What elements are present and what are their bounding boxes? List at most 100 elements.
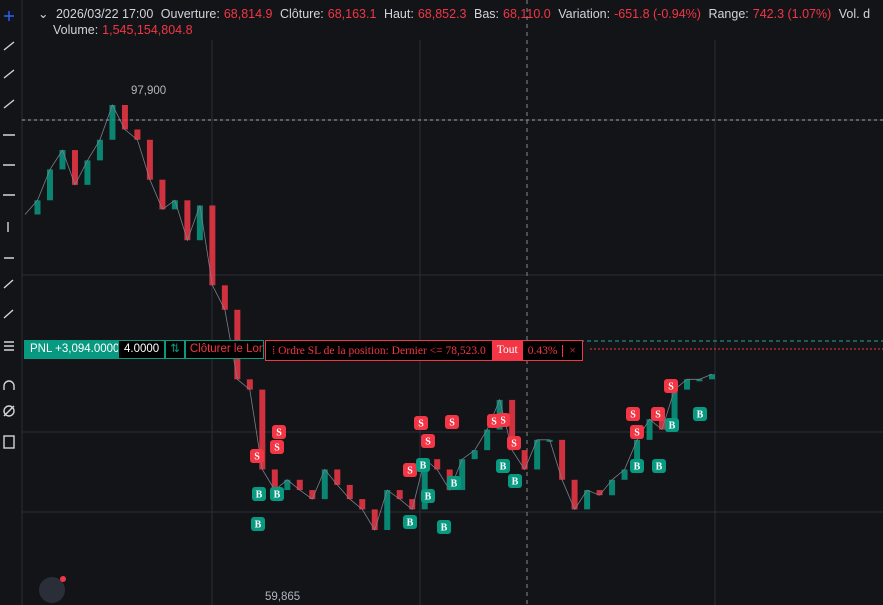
trade-marker xyxy=(630,425,644,439)
trade-marker-label: B xyxy=(697,409,704,420)
value: 68,852.3 xyxy=(417,7,467,21)
trade-marker xyxy=(414,416,428,430)
trade-marker-label: B xyxy=(255,519,262,530)
cancel[interactable]: × xyxy=(569,344,576,357)
candle xyxy=(646,419,653,440)
trade-marker xyxy=(421,489,435,503)
tool-icons[interactable] xyxy=(3,11,15,449)
pct: 0.43% xyxy=(523,344,564,357)
candle xyxy=(621,469,628,480)
trade-marker xyxy=(651,407,665,421)
trade-marker-label: B xyxy=(634,461,641,472)
trade-marker-label: S xyxy=(274,442,280,453)
candle xyxy=(659,419,666,430)
candle xyxy=(59,150,66,170)
candle xyxy=(146,139,153,180)
collapse[interactable]: ⌄ xyxy=(38,7,49,21)
ohlc-header: ⌄ 2026/03/22 17:00 Ouverture: 68,814.9 Cl… xyxy=(38,6,874,21)
trade-marker xyxy=(508,474,522,488)
value: 68,163.1 xyxy=(327,7,377,21)
trade-marker xyxy=(403,463,417,477)
trade-marker-label: B xyxy=(420,460,427,471)
candle xyxy=(46,169,53,201)
trade-marker-label: B xyxy=(425,491,432,502)
candle xyxy=(121,105,128,130)
trade-marker-label: B xyxy=(669,420,676,431)
trade-marker xyxy=(664,379,678,393)
trade-marker-label: S xyxy=(407,465,413,476)
candle xyxy=(184,200,191,241)
trade-marker xyxy=(437,520,451,534)
trade-marker xyxy=(270,440,284,454)
candle xyxy=(634,439,641,470)
trade-marker-label: B xyxy=(441,522,448,533)
trade-marker-label: S xyxy=(634,427,640,438)
close-long[interactable]: Clôturer le Long xyxy=(184,340,264,359)
position-bar: PNL +3,094.0000 4.0000 ⇅ Clôturer le Lon… xyxy=(24,340,264,359)
trade-marker-label: S xyxy=(500,415,506,426)
trade-marker-label: B xyxy=(451,478,458,489)
candle xyxy=(96,139,103,161)
candle xyxy=(671,389,678,430)
trade-marker-label: S xyxy=(425,436,431,447)
trade-marker-label: S xyxy=(276,427,282,438)
trade-marker-label: B xyxy=(274,489,281,500)
datetime: 2026/03/22 17:00 xyxy=(55,7,154,21)
trade-marker xyxy=(250,449,264,463)
pnl[interactable]: PNL +3,094.0000 xyxy=(24,340,119,359)
value: 68,110.0 xyxy=(503,7,551,21)
trade-marker xyxy=(416,458,430,472)
toolbar xyxy=(0,0,22,605)
alert-dot xyxy=(60,576,66,582)
value: 742.3 (1.07%) xyxy=(752,7,832,21)
candle xyxy=(159,179,166,210)
trade-marker xyxy=(251,517,265,531)
sl-order: ⁞ Ordre SL de la position: Dernier <= 78… xyxy=(265,340,583,361)
label: Clôture: xyxy=(280,7,324,21)
trade-marker xyxy=(272,425,286,439)
alert-button[interactable] xyxy=(39,577,65,603)
trade-marker xyxy=(403,515,417,529)
label: Ouverture: xyxy=(160,7,220,21)
candle xyxy=(609,479,616,496)
candle xyxy=(284,479,291,491)
trade-marker xyxy=(507,436,521,450)
trade-marker-label: S xyxy=(418,418,424,429)
trade-marker-label: B xyxy=(256,489,263,500)
candle xyxy=(584,490,591,510)
trade-marker xyxy=(270,487,284,501)
reverse[interactable]: ⇅ xyxy=(165,340,185,359)
label: Haut: xyxy=(383,7,414,21)
grid xyxy=(22,40,883,605)
candle xyxy=(171,200,178,210)
sl-label[interactable]: ⁞ Ordre SL de la position: Dernier <= 78… xyxy=(272,344,486,357)
candle xyxy=(246,379,253,390)
label: Variation: xyxy=(558,7,611,21)
candle xyxy=(346,484,353,500)
candle xyxy=(471,450,478,460)
candle xyxy=(71,150,78,185)
candle xyxy=(709,374,715,380)
label: Vol. d xyxy=(838,7,871,21)
candle xyxy=(521,450,528,470)
trade-marker-label: B xyxy=(656,461,663,472)
trade-marker-label: B xyxy=(512,476,519,487)
value: 1,545,154,804.8 xyxy=(102,23,193,37)
value: -651.8 (-0.94%) xyxy=(614,7,701,21)
label: Range: xyxy=(708,7,749,21)
candle xyxy=(371,509,378,530)
trade-marker xyxy=(487,414,501,428)
trade-marker-label: S xyxy=(668,381,674,392)
trade-marker xyxy=(252,487,266,501)
trade-marker-label: S xyxy=(655,409,661,420)
trade-marker xyxy=(421,434,435,448)
qty[interactable]: 4.0000 xyxy=(118,340,166,359)
candle xyxy=(109,105,116,140)
volume-header: Volume: 1,545,154,804.8 xyxy=(53,23,197,37)
low-marker: 59,865 xyxy=(265,591,300,603)
all[interactable]: Tout xyxy=(491,341,523,360)
trade-marker xyxy=(630,459,644,473)
candle xyxy=(571,479,578,510)
candle xyxy=(259,389,266,470)
